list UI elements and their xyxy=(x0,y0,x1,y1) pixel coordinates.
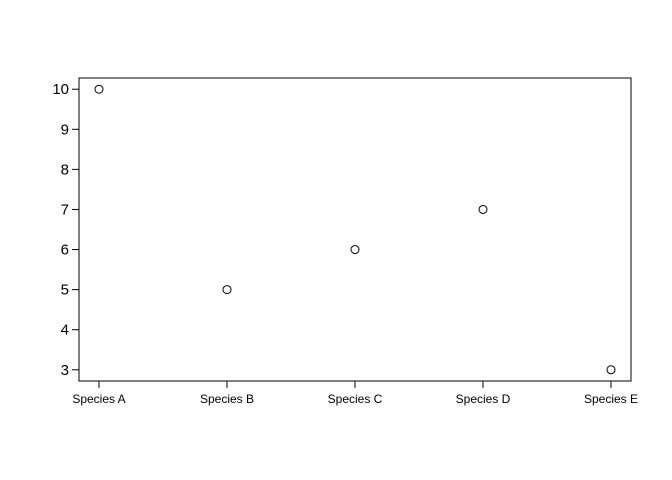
x-tick-label: Species C xyxy=(328,392,383,406)
plot-frame xyxy=(78,77,632,382)
x-tick-label: Species A xyxy=(72,392,125,406)
y-tick-label: 4 xyxy=(61,322,69,339)
x-axis: Species A Species B Species C Species D Spec… xyxy=(72,380,638,406)
y-tick-label: 3 xyxy=(61,362,69,379)
y-tick-label: 10 xyxy=(52,81,69,98)
x-tick-label: Species D xyxy=(456,392,511,406)
data-point-4 xyxy=(478,204,488,214)
data-point-5 xyxy=(606,365,616,375)
y-tick-label: 6 xyxy=(61,242,69,259)
y-tick-label: 5 xyxy=(61,282,69,299)
x-tick-label: Species B xyxy=(200,392,254,406)
y-tick-label: 8 xyxy=(61,161,69,178)
data-point-3 xyxy=(350,245,360,255)
x-tick-label: Species E xyxy=(584,392,638,406)
data-points xyxy=(94,84,616,375)
data-point-2 xyxy=(222,285,232,295)
y-tick-label: 7 xyxy=(61,201,69,218)
y-tick-label: 9 xyxy=(61,121,69,138)
data-point-1 xyxy=(94,84,104,94)
y-axis: 3 4 5 6 7 8 9 10 xyxy=(52,81,80,379)
